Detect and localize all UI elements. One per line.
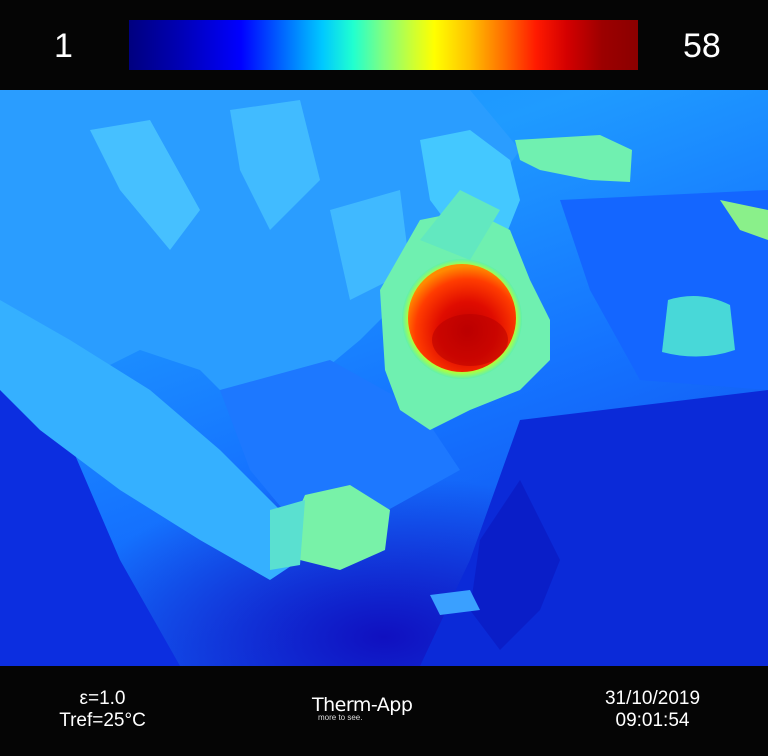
scale-max-label: 58 [683,27,721,65]
capture-date: 31/10/2019 [604,688,701,709]
capture-timestamp: 31/10/2019 09:01:54 [585,688,720,732]
cup-inner-shadow [432,314,508,366]
logo-tagline: more to see. [318,713,363,722]
chair-dark-shape [470,480,560,650]
fold-highlight-1 [90,120,200,250]
lower-hand [290,485,390,570]
desk-edge-highlight [720,200,768,240]
forearm-warm [420,190,500,260]
therm-app-logo: Therm-App more to see. [312,694,432,724]
dark-floor-region [420,390,768,666]
fold-highlight-2 [230,100,320,230]
emissivity-label: ε=1.0 [79,688,126,709]
reference-temperature-label: Tref=25°C [59,710,146,731]
floor-bright-patch [430,590,480,615]
scale-min-label: 1 [54,27,73,65]
logo-wordmark: Therm-App [312,694,413,716]
thermal-image [0,90,768,666]
capture-time: 09:01:54 [615,710,690,731]
right-cup-object [662,296,735,357]
left-arm-clothing [0,300,300,580]
bottom-bar [0,666,768,756]
top-hand [515,135,632,182]
lower-hand-wrist [270,500,305,570]
temperature-color-scale [129,20,638,70]
measurement-parameters: ε=1.0 Tref=25°C [40,688,165,732]
